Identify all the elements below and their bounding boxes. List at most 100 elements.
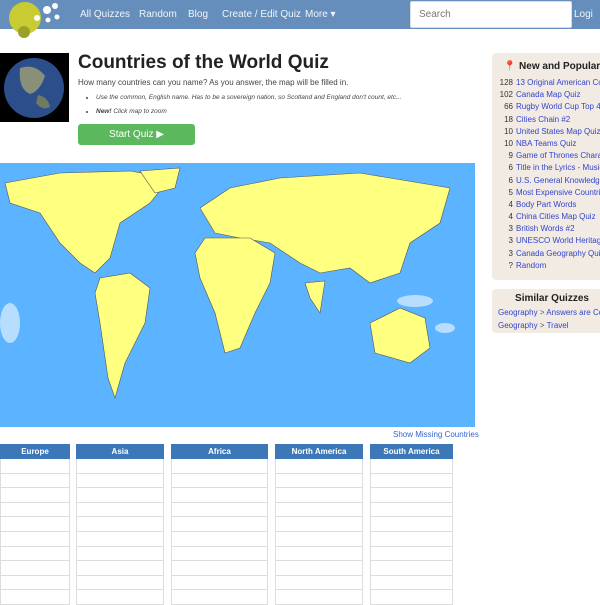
popular-item: 3 British Words #2	[492, 224, 600, 236]
answer-cell	[0, 459, 70, 474]
popular-quiz-link[interactable]: Rugby World Cup Top 4 F	[516, 102, 600, 112]
answer-cell	[0, 561, 70, 576]
popular-quiz-link[interactable]: Most Expensive Countrie	[516, 187, 600, 197]
column-header: North America	[275, 444, 363, 459]
nav-blog[interactable]: Blog	[188, 9, 209, 20]
answer-cell	[171, 517, 268, 532]
note-new: New! Click map to zoom	[96, 108, 401, 115]
answer-cell	[275, 517, 363, 532]
play-count: 6	[508, 163, 513, 173]
subcategory-link[interactable]: Travel	[546, 321, 569, 330]
fish-logo[interactable]	[0, 0, 65, 40]
answer-cell	[370, 546, 453, 562]
answer-cell	[76, 546, 164, 562]
popular-item: ? Random	[492, 261, 600, 273]
new-and-popular-panel: 📍 New and Popular 128 13 Original America…	[492, 53, 600, 280]
search-input[interactable]	[410, 1, 572, 28]
nav-more-dropdown[interactable]: More ▾	[305, 9, 336, 20]
answer-cell	[76, 488, 164, 503]
nav-create-edit-quiz[interactable]: Create / Edit Quiz	[222, 9, 301, 20]
popular-item: 6 Title in the Lyrics - Music	[492, 163, 600, 175]
play-count: 9	[508, 151, 513, 161]
answer-cell	[275, 459, 363, 474]
popular-quiz-link[interactable]: Game of Thrones Charac	[516, 151, 600, 161]
pin-icon: 📍	[503, 61, 517, 72]
answers-column-north-america: North America	[275, 444, 363, 605]
popular-quiz-link[interactable]: Random	[516, 260, 547, 270]
login-link[interactable]: Logi	[574, 9, 593, 20]
answer-cell	[275, 546, 363, 562]
play-count: 128	[499, 78, 513, 87]
play-count: 3	[508, 224, 513, 234]
play-count: 4	[508, 199, 513, 209]
similar-item: Geography > Answers are Cou	[498, 308, 600, 317]
play-count: 10	[504, 138, 513, 148]
answer-cell	[275, 561, 363, 576]
answer-cell	[171, 561, 268, 576]
play-count: 6	[508, 175, 513, 185]
similar-title: Similar Quizzes	[515, 293, 589, 304]
answer-cell	[0, 488, 70, 503]
popular-item: 128 13 Original American Col	[492, 78, 600, 90]
popular-item: 4 China Cities Map Quiz	[492, 212, 600, 224]
popular-quiz-link[interactable]: NBA Teams Quiz	[516, 138, 577, 148]
popular-quiz-link[interactable]: U.S. General Knowledge	[516, 175, 600, 185]
answer-cell	[76, 517, 164, 532]
answer-cell	[171, 590, 268, 605]
answers-column-europe: Europe	[0, 444, 70, 605]
nav-random[interactable]: Random	[139, 9, 177, 20]
answer-cell	[275, 502, 363, 518]
answer-cell	[0, 531, 70, 547]
answer-cell	[370, 590, 453, 605]
popular-quiz-link[interactable]: British Words #2	[516, 224, 575, 234]
popular-quiz-link[interactable]: 13 Original American Col	[516, 78, 600, 87]
play-count: ?	[508, 260, 513, 270]
play-count: 3	[508, 248, 513, 258]
play-count: 5	[508, 187, 513, 197]
subcategory-link[interactable]: Answers are Cou	[546, 308, 600, 317]
popular-item: 4 Body Part Words	[492, 200, 600, 212]
answer-cell	[76, 590, 164, 605]
category-link[interactable]: Geography	[498, 308, 538, 317]
answer-cell	[275, 590, 363, 605]
popular-quiz-link[interactable]: Body Part Words	[516, 199, 577, 209]
answer-cell	[0, 517, 70, 532]
answers-column-africa: Africa	[171, 444, 268, 605]
answer-cell	[76, 575, 164, 591]
popular-quiz-link[interactable]: UNESCO World Heritage	[516, 236, 600, 246]
column-header: South America	[370, 444, 453, 459]
popular-quiz-link[interactable]: Canada Geography Quiz	[516, 248, 600, 258]
popular-quiz-link[interactable]: China Cities Map Quiz	[516, 212, 596, 222]
answer-cell	[370, 459, 453, 474]
world-map[interactable]	[0, 163, 475, 427]
answer-cell	[370, 473, 453, 489]
popular-item: 10 United States Map Quiz	[492, 127, 600, 139]
popular-item: 5 Most Expensive Countrie	[492, 188, 600, 200]
nav-all-quizzes[interactable]: All Quizzes	[80, 9, 131, 20]
answer-cell	[171, 488, 268, 503]
answer-cell	[370, 575, 453, 591]
play-count: 4	[508, 212, 513, 222]
answer-cell	[76, 459, 164, 474]
popular-quiz-link[interactable]: Cities Chain #2	[516, 114, 571, 124]
popular-item: 9 Game of Thrones Charac	[492, 151, 600, 163]
answer-cell	[171, 473, 268, 489]
popular-quiz-link[interactable]: Title in the Lyrics - Music	[516, 163, 600, 173]
start-quiz-button[interactable]: Start Quiz ▶	[78, 124, 195, 145]
category-link[interactable]: Geography	[498, 321, 538, 330]
similar-item: Geography > Travel	[498, 321, 569, 330]
popular-item: 3 Canada Geography Quiz	[492, 249, 600, 261]
answer-cell	[171, 531, 268, 547]
quiz-description: How many countries can you name? As you …	[78, 78, 349, 87]
answer-cell	[76, 531, 164, 547]
popular-quiz-link[interactable]: Canada Map Quiz	[516, 90, 581, 100]
answer-cell	[0, 575, 70, 591]
play-count: 10	[504, 126, 513, 136]
popular-quiz-link[interactable]: United States Map Quiz	[516, 126, 600, 136]
popular-item: 102 Canada Map Quiz	[492, 90, 600, 102]
popular-item: 66 Rugby World Cup Top 4 F	[492, 102, 600, 114]
show-missing-countries-link[interactable]: Show Missing Countries	[393, 430, 479, 439]
answer-cell	[171, 546, 268, 562]
new-text: Click map to zoom	[111, 108, 167, 115]
answer-cell	[370, 531, 453, 547]
